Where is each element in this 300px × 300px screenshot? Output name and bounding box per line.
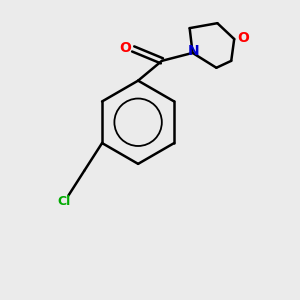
Text: O: O xyxy=(237,31,249,45)
Text: O: O xyxy=(119,41,131,55)
Text: N: N xyxy=(188,44,200,58)
Text: Cl: Cl xyxy=(58,195,71,208)
